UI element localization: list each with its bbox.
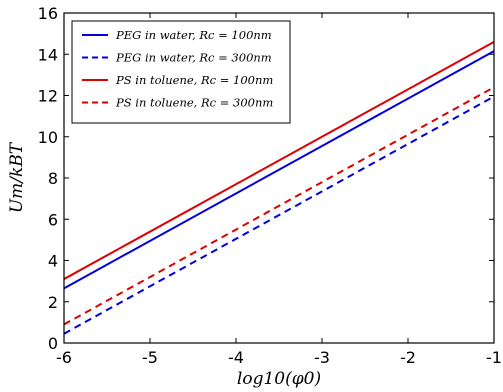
y-tick-label: 12 [38,87,58,106]
y-tick-label: 6 [48,210,58,229]
series-line-0 [63,50,495,290]
y-tick-label: 8 [48,169,58,188]
y-tick-label: 2 [48,293,58,312]
plot-lines [63,40,495,335]
y-tick-label: 4 [48,252,58,271]
series-line-1 [63,95,495,335]
y-axis-label: Um/kBT [7,141,27,213]
x-axis-label: log10(φ0) [237,369,321,389]
y-tick-label: 10 [38,128,58,147]
legend-entry: PS in toluene, Rc = 100nm [115,73,273,87]
axis-ticks: -6 -5 -4 -3 -2 -1 0 2 4 6 8 10 12 14 16 [38,4,502,367]
x-tick-label: -4 [228,348,244,367]
series-line-3 [63,86,495,326]
x-tick-label: -5 [142,348,158,367]
legend-entry: PEG in water, Rc = 300nm [115,51,272,65]
x-tick-label: -2 [400,348,416,367]
x-tick-label: -1 [486,348,502,367]
legend: PEG in water, Rc = 100nm PEG in water, Rc… [71,20,291,124]
x-tick-label: -6 [56,348,72,367]
legend-entry: PEG in water, Rc = 100nm [115,28,272,42]
y-tick-label: 16 [38,4,58,23]
series-line-2 [63,40,495,280]
y-tick-label: 14 [38,45,58,64]
legend-entry: PS in toluene, Rc = 300nm [115,96,273,110]
x-tick-label: -3 [314,348,330,367]
y-tick-label: 0 [48,334,58,353]
legend-box [71,20,291,124]
